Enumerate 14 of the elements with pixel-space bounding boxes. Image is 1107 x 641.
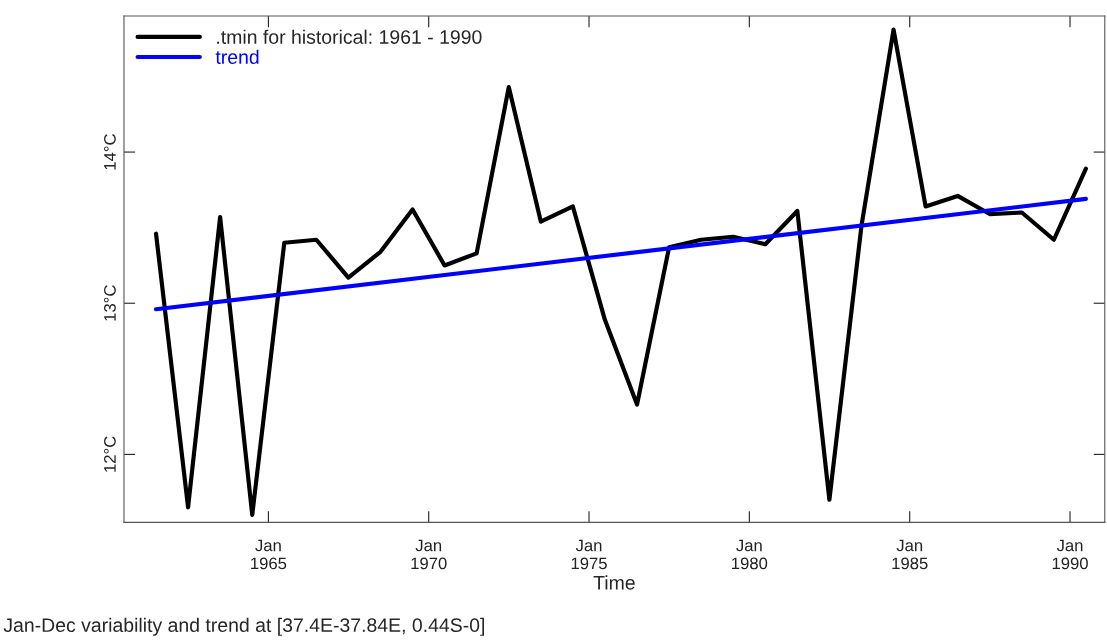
line-series (153, 27, 1088, 517)
text: Jan-Dec variability and trend at [37.4E-37.84E, 0.44S-0] (3, 617, 484, 636)
x-tick-label: Jan 1985 (892, 539, 928, 570)
legend-label: .tmin for historical: 1961 - 1990 (217, 29, 482, 44)
y-tick-label: 13°C (104, 285, 116, 321)
y-tick-label: 12°C (104, 436, 116, 472)
x-tick-label: Jan 1965 (251, 539, 287, 570)
x-tick-label: Jan 1980 (732, 539, 768, 570)
x-axis-title: Time (593, 575, 635, 590)
legend-label: trend (215, 49, 259, 64)
x-tick-label: Jan 1975 (571, 539, 607, 570)
y-tick-label: 14°C (104, 134, 116, 170)
x-tick-label: Jan 1990 (1052, 539, 1088, 570)
x-tick-label: Jan 1970 (411, 539, 447, 570)
